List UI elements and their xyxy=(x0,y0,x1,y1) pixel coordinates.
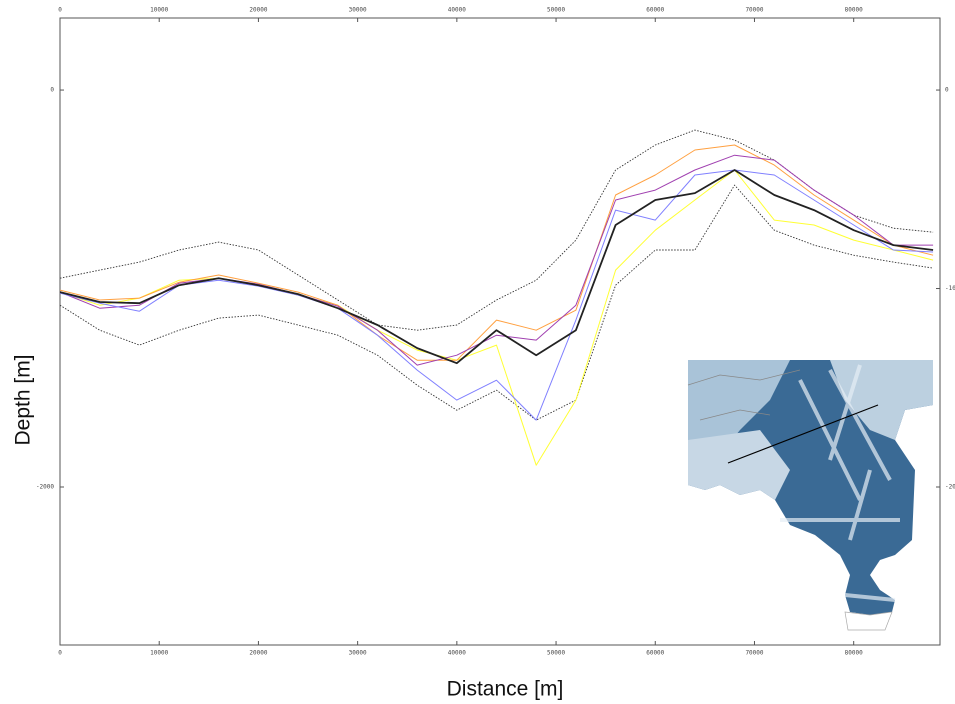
y-tick-label: 0 xyxy=(50,87,54,94)
y-tick-label: -2000 xyxy=(36,484,54,491)
x-tick-label-top: 0 xyxy=(58,7,62,14)
x-tick-label-top: 70000 xyxy=(745,7,763,14)
x-tick-label: 50000 xyxy=(547,650,565,657)
x-tick-label: 10000 xyxy=(150,650,168,657)
x-tick-label-top: 20000 xyxy=(249,7,267,14)
x-tick-label-top: 30000 xyxy=(349,7,367,14)
x-tick-label-top: 60000 xyxy=(646,7,664,14)
x-tick-label: 80000 xyxy=(845,650,863,657)
inset-map xyxy=(688,360,933,630)
x-tick-label-top: 40000 xyxy=(448,7,466,14)
x-tick-label: 20000 xyxy=(249,650,267,657)
chart: Distance [m] Depth [m] 0 0 10000 10000 20000… xyxy=(0,0,955,704)
y-axis-label: Depth [m] xyxy=(12,354,35,445)
x-tick-label: 0 xyxy=(58,650,62,657)
y2-tick-label: 0 xyxy=(945,87,949,94)
y2-tick-label: -1000 xyxy=(945,285,955,292)
x-tick-label: 60000 xyxy=(646,650,664,657)
x-tick-label-top: 10000 xyxy=(150,7,168,14)
y2-tick-label: -2000 xyxy=(945,484,955,491)
x-tick-label: 30000 xyxy=(349,650,367,657)
x-tick-label: 70000 xyxy=(745,650,763,657)
x-tick-label-top: 80000 xyxy=(845,7,863,14)
x-axis-label: Distance [m] xyxy=(447,678,564,701)
x-tick-label-top: 50000 xyxy=(547,7,565,14)
x-tick-label: 40000 xyxy=(448,650,466,657)
